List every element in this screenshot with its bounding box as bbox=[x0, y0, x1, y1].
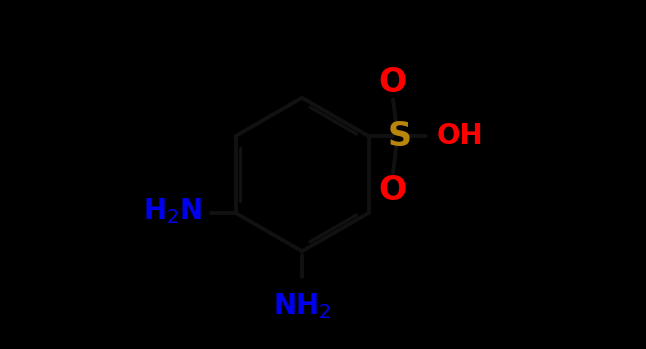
Text: OH: OH bbox=[437, 122, 483, 150]
Text: O: O bbox=[379, 174, 407, 207]
Text: H$_2$N: H$_2$N bbox=[143, 196, 202, 226]
Text: O: O bbox=[379, 66, 407, 98]
Text: NH$_2$: NH$_2$ bbox=[273, 291, 331, 321]
Text: S: S bbox=[388, 120, 412, 153]
